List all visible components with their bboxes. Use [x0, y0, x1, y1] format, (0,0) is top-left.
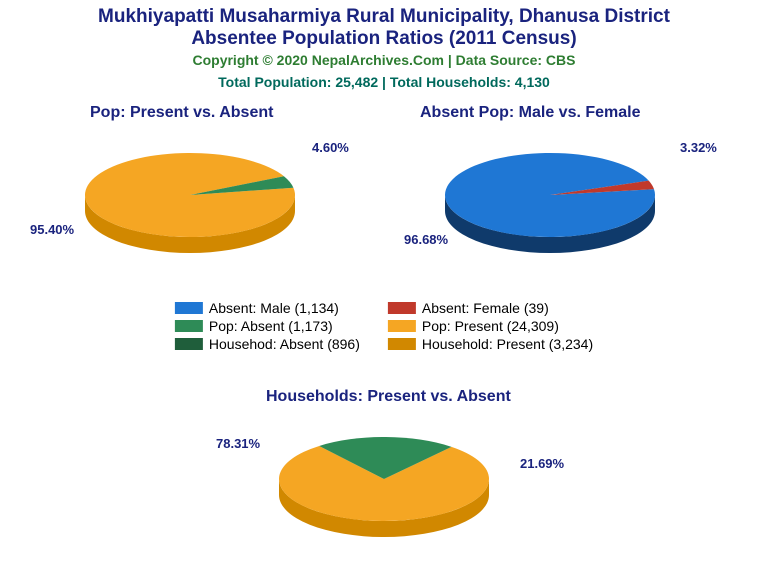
legend-item-2: Pop: Absent (1,173) [175, 318, 360, 334]
title-line-2: Absentee Population Ratios (2011 Census) [0, 28, 768, 50]
totals-text: Total Population: 25,482 | Total Househo… [0, 74, 768, 90]
legend-label-1: Absent: Female (39) [422, 300, 549, 316]
title-line-1: Mukhiyapatti Musaharmiya Rural Municipal… [0, 6, 768, 28]
pct-gender-large: 96.68% [404, 232, 448, 247]
chart-title-gender: Absent Pop: Male vs. Female [420, 104, 641, 122]
legend-item-4: Househod: Absent (896) [175, 336, 360, 352]
legend-label-3: Pop: Present (24,309) [422, 318, 559, 334]
pct-pop-small: 4.60% [312, 140, 349, 155]
pie-pop [60, 130, 320, 280]
legend-label-2: Pop: Absent (1,173) [209, 318, 333, 334]
legend-swatch-1 [388, 302, 416, 314]
legend-swatch-2 [175, 320, 203, 332]
legend-item-3: Pop: Present (24,309) [388, 318, 593, 334]
legend-item-1: Absent: Female (39) [388, 300, 593, 316]
pct-hh-small: 21.69% [520, 456, 564, 471]
pct-gender-small: 3.32% [680, 140, 717, 155]
legend-item-0: Absent: Male (1,134) [175, 300, 360, 316]
legend-swatch-4 [175, 338, 203, 350]
pie-hh [254, 414, 514, 564]
legend-label-5: Household: Present (3,234) [422, 336, 593, 352]
pie-gender [420, 130, 680, 280]
chart-title-hh: Households: Present vs. Absent [266, 388, 511, 406]
pct-hh-large: 78.31% [216, 436, 260, 451]
title-block: Mukhiyapatti Musaharmiya Rural Municipal… [0, 0, 768, 90]
copyright-text: Copyright © 2020 NepalArchives.Com | Dat… [0, 52, 768, 68]
legend-item-5: Household: Present (3,234) [388, 336, 593, 352]
legend-swatch-0 [175, 302, 203, 314]
legend-swatch-3 [388, 320, 416, 332]
legend-label-4: Househod: Absent (896) [209, 336, 360, 352]
chart-title-pop: Pop: Present vs. Absent [90, 104, 273, 122]
legend-swatch-5 [388, 338, 416, 350]
pct-pop-large: 95.40% [30, 222, 74, 237]
legend: Absent: Male (1,134) Absent: Female (39)… [175, 300, 593, 352]
legend-label-0: Absent: Male (1,134) [209, 300, 339, 316]
